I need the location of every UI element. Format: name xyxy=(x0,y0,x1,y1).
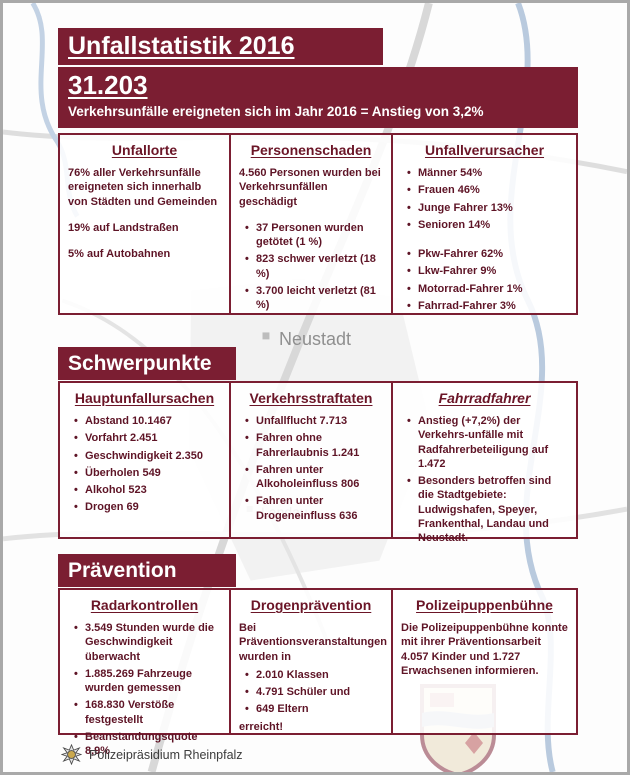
list-item: Männer 54% xyxy=(407,166,568,181)
box-header-radarkontrollen: Radarkontrollen xyxy=(90,597,199,613)
box-header-fahrradfahrer: Fahrradfahrer xyxy=(438,390,531,406)
bullet-list: Abstand 10.1467 Vorfahrt 2.451 Geschwind… xyxy=(68,414,221,515)
bullet-list: 37 Personen wurden getötet (1 %) 823 sch… xyxy=(239,221,383,313)
box-drogenpraevention: Drogenprävention Bei Präventionsveransta… xyxy=(229,588,393,735)
list-item: Drogen 69 xyxy=(74,500,221,515)
page-title: Unfallstatistik 2016 xyxy=(68,32,295,60)
paragraph: 5% auf Autobahnen xyxy=(68,248,171,261)
paragraph: 76% aller Verkehrsunfälle ereigneten sic… xyxy=(68,167,218,208)
paragraph: 4.560 Personen wurden bei Verkehrsunfäll… xyxy=(239,167,381,208)
footer-org-name: Polizeipräsidium Rheinpfalz xyxy=(89,747,243,762)
list-item: Geschwindigkeit 2.350 xyxy=(74,449,221,464)
list-item: Junge Fahrer 13% xyxy=(407,201,568,216)
list-item: 168.830 Verstöße festgestellt xyxy=(74,698,221,727)
box-radarkontrollen: Radarkontrollen 3.549 Stunden wurde die … xyxy=(58,588,231,757)
list-item: 4.791 Schüler und xyxy=(245,685,383,700)
bullet-list: Anstieg (+7,2%) der Verkehrs-unfälle mit… xyxy=(401,414,568,546)
list-item: Fahren unter Alkoholeinfluss 806 xyxy=(245,463,383,492)
list-item: Anstieg (+7,2%) der Verkehrs-unfälle mit… xyxy=(407,414,568,471)
list-item: Motorrad-Fahrer 1% xyxy=(407,282,568,297)
list-item: Fahren ohne Fahrerlaubnis 1.241 xyxy=(245,431,383,460)
paragraph: 19% auf Landstraßen xyxy=(68,221,179,234)
box-verkehrsstraftaten: Verkehrsstraftaten Unfallflucht 7.713 Fa… xyxy=(229,381,393,539)
section-banner-praevention: Prävention xyxy=(58,554,236,587)
box-unfallorte: Unfallorte 76% aller Verkehrsunfälle ere… xyxy=(58,133,231,315)
bullet-list: 2.010 Klassen 4.791 Schüler und 649 Elte… xyxy=(239,668,383,717)
box-hauptunfallursachen: Hauptunfallursachen Abstand 10.1467 Vorf… xyxy=(58,381,231,539)
bullet-list: Pkw-Fahrer 62% Lkw-Fahrer 9% Motorrad-Fa… xyxy=(401,247,568,313)
headline-box: 31.203 Verkehrsunfälle ereigneten sich i… xyxy=(58,67,578,128)
bullet-list: 3.549 Stunden wurde die Geschwindigkeit … xyxy=(68,621,221,759)
list-item: Lkw-Fahrer 9% xyxy=(407,264,568,279)
list-item: Fahrrad-Fahrer 3% xyxy=(407,299,568,314)
section-title: Prävention xyxy=(68,558,177,582)
list-item: Senioren 14% xyxy=(407,218,568,233)
list-item: 2.010 Klassen xyxy=(245,668,383,683)
row-schwerpunkte: Hauptunfallursachen Abstand 10.1467 Vorf… xyxy=(58,381,578,544)
list-item: Überholen 549 xyxy=(74,466,221,481)
list-item: 649 Eltern xyxy=(245,702,383,717)
title-banner: Unfallstatistik 2016 xyxy=(58,28,383,65)
box-header-hauptunfallursachen: Hauptunfallursachen xyxy=(74,390,215,406)
box-personenschaden: Personenschaden 4.560 Personen wurden be… xyxy=(229,133,393,315)
section-title: Schwerpunkte xyxy=(68,351,212,375)
box-header-personenschaden: Personenschaden xyxy=(250,142,372,158)
list-item: Fahren unter Drogeneinfluss 636 xyxy=(245,494,383,523)
box-fahrradfahrer: Fahrradfahrer Anstieg (+7,2%) der Verkeh… xyxy=(391,381,578,544)
paragraph: Die Polizeipuppenbühne konnte mit ihrer … xyxy=(401,622,568,677)
footer: Polizeipräsidium Rheinpfalz xyxy=(61,744,243,765)
bullet-list: Männer 54% Frauen 46% Junge Fahrer 13% S… xyxy=(401,166,568,232)
box-header-polizeipuppenbuehne: Polizeipuppenbühne xyxy=(416,597,553,613)
list-item: Vorfahrt 2.451 xyxy=(74,431,221,446)
box-header-unfallorte: Unfallorte xyxy=(111,142,178,158)
box-header-drogenpraevention: Drogenprävention xyxy=(250,597,372,613)
paragraph: Bei Präventionsveranstaltungen wurden in xyxy=(239,622,387,663)
police-star-icon xyxy=(61,744,82,765)
paragraph: erreicht! xyxy=(239,720,284,733)
stat-number: 31.203 xyxy=(68,70,148,100)
list-item: Unfallflucht 7.713 xyxy=(245,414,383,429)
list-item: Beanstandungsquote 8,9% xyxy=(74,730,221,759)
list-item: 37 Personen wurden getötet (1 %) xyxy=(245,221,383,250)
list-item: Alkohol 523 xyxy=(74,483,221,498)
box-header-unfallverursacher: Unfallverursacher xyxy=(424,142,545,158)
list-item: Frauen 46% xyxy=(407,183,568,198)
section-banner-schwerpunkte: Schwerpunkte xyxy=(58,347,236,380)
list-item: Besonders betroffen sind die Stadtgebiet… xyxy=(407,474,568,545)
list-item: 3.549 Stunden wurde die Geschwindigkeit … xyxy=(74,621,221,664)
bullet-list: Unfallflucht 7.713 Fahren ohne Fahrerlau… xyxy=(239,414,383,523)
row-statistics: Unfallorte 76% aller Verkehrsunfälle ere… xyxy=(58,133,578,315)
list-item: Pkw-Fahrer 62% xyxy=(407,247,568,262)
stat-text: Verkehrsunfälle ereigneten sich im Jahr … xyxy=(68,103,484,119)
list-item: 823 schwer verletzt (18 %) xyxy=(245,252,383,281)
box-polizeipuppenbuehne: Polizeipuppenbühne Die Polizeipuppenbühn… xyxy=(391,588,578,735)
list-item: 1.885.269 Fahrzeuge wurden gemessen xyxy=(74,667,221,696)
box-header-verkehrsstraftaten: Verkehrsstraftaten xyxy=(249,390,373,406)
box-unfallverursacher: Unfallverursacher Männer 54% Frauen 46% … xyxy=(391,133,578,315)
list-item: 3.700 leicht verletzt (81 %) xyxy=(245,284,383,313)
list-item: Abstand 10.1467 xyxy=(74,414,221,429)
row-praevention: Radarkontrollen 3.549 Stunden wurde die … xyxy=(58,588,578,757)
map-label-neustadt: Neustadt xyxy=(279,329,352,349)
